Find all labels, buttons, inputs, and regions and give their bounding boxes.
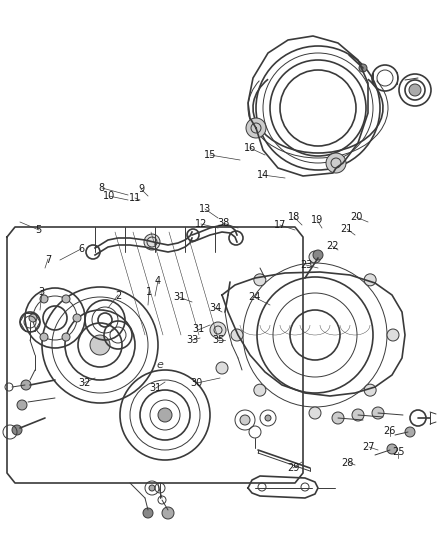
- Text: 6: 6: [78, 245, 84, 254]
- Circle shape: [143, 508, 153, 518]
- Circle shape: [148, 485, 155, 491]
- Text: 15: 15: [203, 150, 215, 159]
- Circle shape: [62, 295, 70, 303]
- Circle shape: [62, 333, 70, 341]
- Circle shape: [253, 384, 265, 396]
- Circle shape: [308, 407, 320, 419]
- Circle shape: [21, 380, 31, 390]
- Circle shape: [358, 64, 366, 72]
- Text: 25: 25: [392, 447, 404, 457]
- Circle shape: [29, 314, 37, 322]
- Circle shape: [386, 444, 396, 454]
- Circle shape: [215, 362, 227, 374]
- Text: 21: 21: [340, 224, 352, 234]
- Text: 2: 2: [115, 291, 121, 301]
- Circle shape: [144, 234, 159, 250]
- Text: 33: 33: [186, 335, 198, 345]
- Circle shape: [240, 415, 249, 425]
- Text: 18: 18: [287, 213, 300, 222]
- Text: 9: 9: [138, 184, 144, 194]
- Text: 29: 29: [286, 463, 299, 473]
- Text: 8: 8: [99, 183, 105, 192]
- Text: 13: 13: [199, 204, 211, 214]
- Text: 7: 7: [45, 255, 51, 264]
- Text: 17: 17: [273, 220, 286, 230]
- Circle shape: [408, 84, 420, 96]
- Circle shape: [404, 427, 414, 437]
- Circle shape: [73, 314, 81, 322]
- Circle shape: [312, 250, 322, 260]
- Circle shape: [265, 415, 270, 421]
- Text: 38: 38: [216, 218, 229, 228]
- Text: 34: 34: [208, 303, 221, 313]
- Text: 20: 20: [350, 213, 362, 222]
- Circle shape: [325, 153, 345, 173]
- Text: 1: 1: [146, 287, 152, 297]
- Text: 4: 4: [155, 277, 161, 286]
- Text: 12: 12: [194, 219, 207, 229]
- Text: 27: 27: [362, 442, 374, 451]
- Circle shape: [40, 295, 48, 303]
- Circle shape: [371, 407, 383, 419]
- Circle shape: [331, 412, 343, 424]
- Circle shape: [245, 118, 265, 138]
- Text: 28: 28: [341, 458, 353, 467]
- Text: 23: 23: [300, 261, 312, 270]
- Text: 26: 26: [383, 426, 395, 435]
- Text: 19: 19: [310, 215, 322, 225]
- Text: 16: 16: [244, 143, 256, 153]
- Circle shape: [364, 384, 375, 396]
- Text: 31: 31: [149, 383, 162, 393]
- Text: 10: 10: [102, 191, 115, 201]
- Text: 31: 31: [192, 325, 204, 334]
- Text: 14: 14: [257, 170, 269, 180]
- Text: 3: 3: [39, 287, 45, 297]
- Circle shape: [17, 400, 27, 410]
- Text: 24: 24: [248, 293, 260, 302]
- Circle shape: [158, 408, 172, 422]
- Circle shape: [40, 333, 48, 341]
- Text: 32: 32: [78, 378, 90, 387]
- Text: 11: 11: [128, 193, 141, 203]
- Circle shape: [364, 274, 375, 286]
- Circle shape: [209, 322, 226, 338]
- Circle shape: [253, 274, 265, 286]
- Circle shape: [386, 329, 398, 341]
- Text: 5: 5: [35, 225, 42, 235]
- Text: 35: 35: [212, 335, 224, 345]
- Circle shape: [90, 335, 110, 355]
- Text: 31: 31: [173, 293, 185, 302]
- Circle shape: [351, 409, 363, 421]
- Text: e: e: [156, 360, 163, 370]
- Circle shape: [162, 507, 173, 519]
- Circle shape: [12, 425, 22, 435]
- Text: 22: 22: [326, 241, 338, 251]
- Circle shape: [230, 329, 243, 341]
- Circle shape: [308, 251, 320, 263]
- Text: 30: 30: [190, 378, 202, 387]
